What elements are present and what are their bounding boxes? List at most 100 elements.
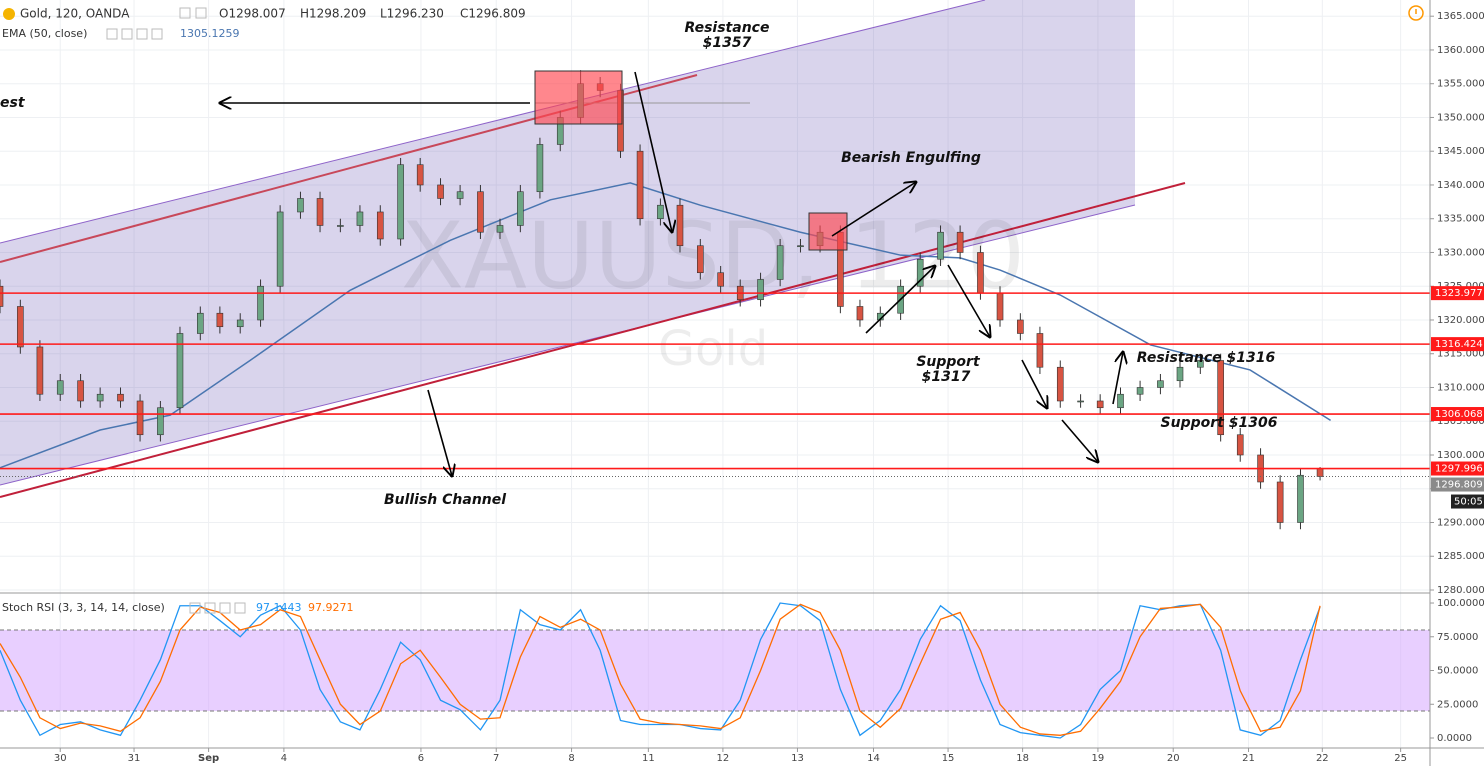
stoch-d-value: 97.9271 — [308, 601, 354, 614]
candle-body — [1056, 366, 1064, 402]
icon[interactable] — [234, 602, 246, 614]
candle-body — [216, 312, 224, 328]
channel — [0, 0, 1186, 498]
annotation: Resistance — [685, 20, 770, 36]
x-tick-label: 22 — [1316, 753, 1329, 764]
candle-body — [376, 211, 384, 240]
candle-body — [1096, 400, 1104, 409]
level-label: 1306.068 — [1435, 409, 1483, 420]
axes: 1280.0001285.0001290.0001295.0001300.000… — [54, 11, 1484, 764]
candle-body — [977, 252, 984, 294]
candle-body — [496, 225, 504, 233]
x-tick-label: 13 — [791, 753, 804, 764]
level-label-bg — [1431, 407, 1484, 422]
x-tick-label: 11 — [642, 753, 655, 764]
annotation: Bullish Channel — [384, 492, 506, 508]
x-tick-label: 30 — [54, 753, 67, 764]
y-tick-label: 1290.000 — [1437, 517, 1484, 528]
x-tick-label: 19 — [1092, 753, 1105, 764]
icon[interactable] — [151, 28, 163, 40]
candle-body — [236, 319, 244, 328]
arrow — [427, 389, 452, 476]
level-label-bg — [1431, 337, 1484, 352]
candle-body — [1117, 393, 1124, 409]
x-tick-label: 15 — [942, 753, 955, 764]
candle-body — [176, 333, 184, 409]
y-tick-label: 1320.000 — [1437, 315, 1484, 326]
candle-body — [17, 306, 24, 348]
y-tick-label: 100.0000 — [1437, 598, 1484, 609]
alert-icon[interactable] — [1408, 5, 1424, 21]
level-label: 1323.977 — [1435, 288, 1483, 299]
legend: Gold, 120, OANDA O1298.007 H1298.209 L12… — [2, 5, 1424, 614]
candle-body — [956, 231, 964, 253]
y-tick-label: 75.0000 — [1437, 632, 1478, 643]
arrow — [1061, 419, 1098, 462]
x-tick-label: 14 — [867, 753, 880, 764]
candle-body — [1276, 481, 1284, 523]
arrow — [634, 71, 672, 232]
icon[interactable] — [136, 28, 148, 40]
annotation: Resistance $1316 — [1137, 350, 1276, 366]
candle-body — [0, 285, 4, 307]
y-tick-label: 1350.000 — [1437, 112, 1484, 123]
arrow — [831, 182, 916, 237]
icon[interactable] — [204, 602, 216, 614]
y-tick-label: 1280.000 — [1437, 585, 1484, 596]
candle-body — [757, 279, 764, 301]
symbol: Gold, 120, OANDA — [20, 7, 130, 21]
channel-lower — [0, 204, 1136, 486]
candle-body — [717, 272, 724, 287]
trend-line — [0, 182, 1186, 498]
y-tick-label: 50.0000 — [1437, 666, 1478, 677]
candle-body — [56, 380, 64, 395]
icon[interactable] — [195, 7, 207, 19]
candle-body — [697, 245, 704, 274]
y-tick-label: 1285.000 — [1437, 551, 1484, 562]
level-label-bg — [1431, 461, 1484, 476]
x-tick-label: Sep — [198, 753, 219, 764]
annotation: $1357 — [703, 35, 752, 51]
candle-body — [477, 191, 484, 233]
candle-body — [416, 164, 424, 186]
candle-body — [316, 198, 324, 226]
icon[interactable] — [219, 602, 231, 614]
icon[interactable] — [121, 28, 133, 40]
x-tick-label: 4 — [281, 753, 287, 764]
candle-body — [1197, 360, 1204, 368]
annotation: est — [0, 95, 26, 111]
ohlc-high: H1298.209 — [300, 7, 366, 21]
candle-body — [1136, 387, 1144, 395]
icon[interactable] — [106, 28, 118, 40]
candle-body — [397, 164, 404, 240]
arrow — [1021, 359, 1047, 408]
icon[interactable] — [179, 7, 191, 19]
ema-label: EMA (50, close) — [2, 27, 87, 40]
ema-line — [0, 182, 1331, 469]
y-tick-label: 1360.000 — [1437, 45, 1484, 56]
candle-body — [337, 225, 344, 227]
symbol-icon — [3, 8, 15, 20]
y-tick-label: 1315.000 — [1437, 349, 1484, 360]
candle-body — [117, 393, 124, 402]
candle-body — [257, 285, 264, 321]
y-tick-label: 1345.000 — [1437, 146, 1484, 157]
ohlc-close: C1296.809 — [460, 7, 526, 21]
candle-body — [1017, 319, 1024, 334]
arrow — [865, 266, 935, 334]
candle-body — [1077, 400, 1084, 403]
candle-body — [776, 245, 784, 280]
y-tick-label: 1365.000 — [1437, 11, 1484, 22]
icon[interactable] — [189, 602, 201, 614]
x-tick-label: 31 — [128, 753, 141, 764]
stoch-title: Stoch RSI (3, 3, 14, 14, close) — [2, 601, 165, 614]
channel-upper — [0, 0, 986, 244]
x-tick-label: 18 — [1016, 753, 1029, 764]
ohlc-open: O1298.007 — [219, 7, 286, 21]
candle-body — [456, 191, 464, 199]
level-label: 1297.996 — [1435, 464, 1483, 475]
x-tick-label: 6 — [418, 753, 424, 764]
stoch-line — [0, 602, 1321, 739]
y-tick-label: 25.0000 — [1437, 699, 1478, 710]
